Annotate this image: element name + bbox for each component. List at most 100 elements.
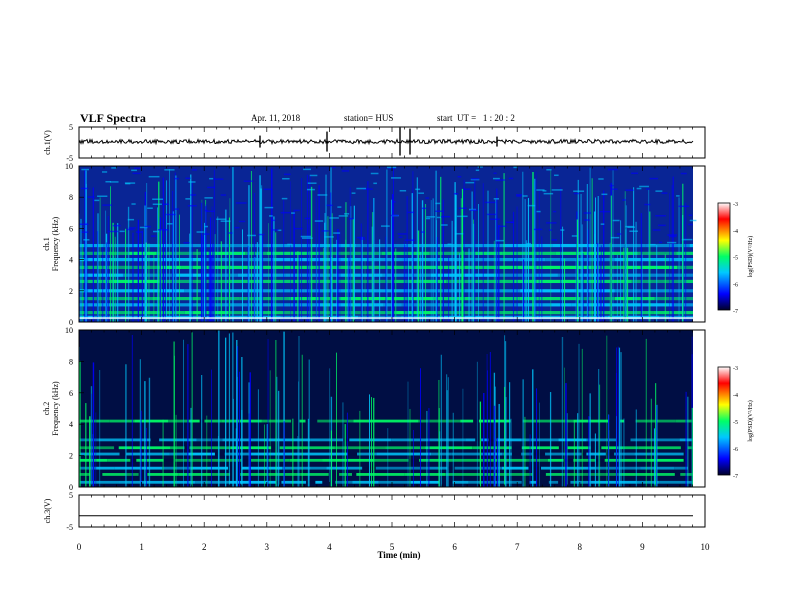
ch1-spectrogram-speckle: [418, 192, 424, 194]
ch1-spectrogram-speckle: [132, 172, 141, 175]
x-tick-label: 8: [578, 542, 583, 552]
ch2-spectrogram-band: [95, 466, 115, 470]
ch1-spectrogram-speckle: [83, 239, 90, 241]
ch1-spectrogram-speckle: [533, 228, 543, 231]
ch1-spectrogram-speckle: [477, 166, 483, 168]
ch1-spectrogram-speckle: [79, 223, 89, 226]
ch1-spectrogram-speckle: [147, 207, 153, 209]
ch1-spectrogram-band: [79, 303, 120, 307]
ch1-spectrogram-speckle: [616, 233, 622, 235]
ch1-spectrogram-band: [151, 258, 205, 262]
ch1-spectrogram-speckle: [513, 166, 518, 169]
ch1-spectrogram-band: [456, 265, 499, 269]
ch1-spectrogram-band: [112, 297, 153, 301]
ch1-spectrogram-speckle: [612, 219, 620, 222]
ch2-spectrogram-band: [178, 473, 212, 476]
ch1-spectrogram-speckle: [234, 226, 240, 229]
ch3-ytick: -5: [66, 523, 73, 532]
ch2-spectrogram-band: [107, 458, 131, 462]
ch1-spectrogram-band: [496, 297, 520, 301]
ch1-spectrogram-speckle: [435, 202, 441, 205]
ch2-spectrogram-band: [373, 458, 409, 462]
ch1-spec-colorbar-label: log(PSD)(V²/Hz): [747, 236, 754, 277]
ch2-spectrogram-band: [502, 452, 512, 456]
ch1-spectrogram-speckle: [653, 229, 661, 231]
ch1-ytick: -5: [66, 154, 73, 163]
ch1-spectrogram-speckle: [546, 169, 552, 171]
ch1-spectrogram-band: [184, 311, 229, 315]
ch1-spectrogram-band: [591, 265, 624, 269]
ch2-spectrogram-band: [601, 446, 624, 450]
ch1-spectrogram-band: [555, 251, 595, 255]
ch1-spectrogram-band: [384, 265, 419, 269]
ch1-spectrogram-speckle: [398, 236, 403, 238]
ch2-spectrogram-band: [558, 438, 587, 442]
ch1-spectrogram-band: [542, 265, 592, 269]
ch2-spectrogram-band: [410, 480, 440, 484]
ch2-spectrogram-band: [348, 466, 363, 470]
ch1-spectrogram-speckle: [526, 242, 531, 245]
ch2-spectrogram-band: [378, 480, 411, 484]
ch1-spectrogram-band: [580, 279, 632, 284]
ch1-spectrogram-band: [260, 265, 314, 269]
ch1-spec-ytick: 2: [69, 287, 73, 296]
ch2-spectrogram-band: [526, 458, 548, 462]
ch1-spectrogram-speckle: [571, 235, 578, 237]
ch1-spectrogram-band: [478, 273, 500, 277]
ch2-spec-colorbar-tick: -3: [733, 366, 738, 372]
ch1-spectrogram-band: [176, 273, 216, 277]
ch1-spectrogram-band: [119, 303, 155, 307]
ch1-spectrogram-speckle: [453, 192, 459, 195]
ch1-spectrogram-speckle: [119, 230, 125, 233]
ch1-spectrogram-speckle: [370, 172, 379, 175]
ch1-spectrogram-speckle: [676, 195, 680, 197]
ch1-spectrogram-speckle: [386, 166, 397, 169]
ch1-spectrogram-speckle: [203, 233, 210, 235]
ch2-spectrogram-band: [375, 466, 430, 470]
ch1-spectrogram-speckle: [187, 205, 197, 207]
ch1-spectrogram-band: [122, 273, 140, 277]
ch1-spectrogram-band: [614, 258, 666, 262]
ch1-spectrogram-band: [128, 243, 168, 248]
ch1-spectrogram-speckle: [263, 188, 273, 191]
ch1-spectrogram-band: [79, 265, 111, 269]
ch1-spectrogram-band: [520, 289, 575, 293]
ch1-spec-colorbar-tick: -7: [733, 309, 738, 315]
ch1-spectrogram-speckle: [493, 177, 500, 180]
x-tick-label: 3: [265, 542, 270, 552]
ch1-spectrogram-speckle: [220, 194, 227, 196]
ch1-spectrogram-speckle: [338, 215, 349, 217]
ch1-spectrogram-speckle: [554, 174, 559, 177]
ch2-spectrogram-band: [228, 480, 276, 484]
ch1-spectrogram-speckle: [495, 179, 506, 181]
ch1-spectrogram-speckle: [216, 218, 227, 220]
ch2-spec-colorbar-tick: -7: [733, 474, 738, 480]
ch1-spectrogram-speckle: [560, 229, 565, 231]
ch2-spectrogram-band: [634, 452, 684, 456]
ch1-spectrogram-band: [366, 258, 403, 262]
ch1-spectrogram-speckle: [505, 221, 514, 224]
ch1-spectrogram-speckle: [332, 166, 336, 169]
ch1-spectrogram-speckle: [204, 225, 208, 228]
ch2-spec-ylabel-line2: Frequency (kHz): [51, 381, 60, 436]
ch1-spectrogram-speckle: [109, 181, 119, 183]
ch1-spectrogram-band: [379, 289, 409, 293]
ch1-spectrogram-speckle: [102, 171, 108, 173]
ch2-spectrogram-band: [586, 438, 617, 442]
ch1-spectrogram-speckle: [397, 233, 407, 235]
ch1-spectrogram-speckle: [174, 177, 179, 180]
ch2-spectrogram-band: [520, 452, 533, 456]
ch1-spec-colorbar-tick: -4: [733, 229, 738, 235]
ch1-spectrogram-band: [666, 289, 693, 293]
ch1-spectrogram-speckle: [163, 203, 170, 205]
ch1-spectrogram-speckle: [667, 234, 677, 236]
ch2-spectrogram-band: [636, 480, 660, 484]
ch1-spectrogram-band: [394, 297, 411, 301]
ch1-spectrogram-speckle: [516, 195, 522, 197]
ch1-spectrogram-band: [239, 297, 290, 301]
ch2-spectrogram-band: [496, 438, 522, 442]
ch2-spec-ytick: 8: [69, 357, 73, 366]
ch2-spectrogram-band: [279, 446, 303, 450]
ch1-spectrogram-speckle: [598, 178, 604, 180]
ch1-spectrogram-speckle: [291, 212, 295, 214]
